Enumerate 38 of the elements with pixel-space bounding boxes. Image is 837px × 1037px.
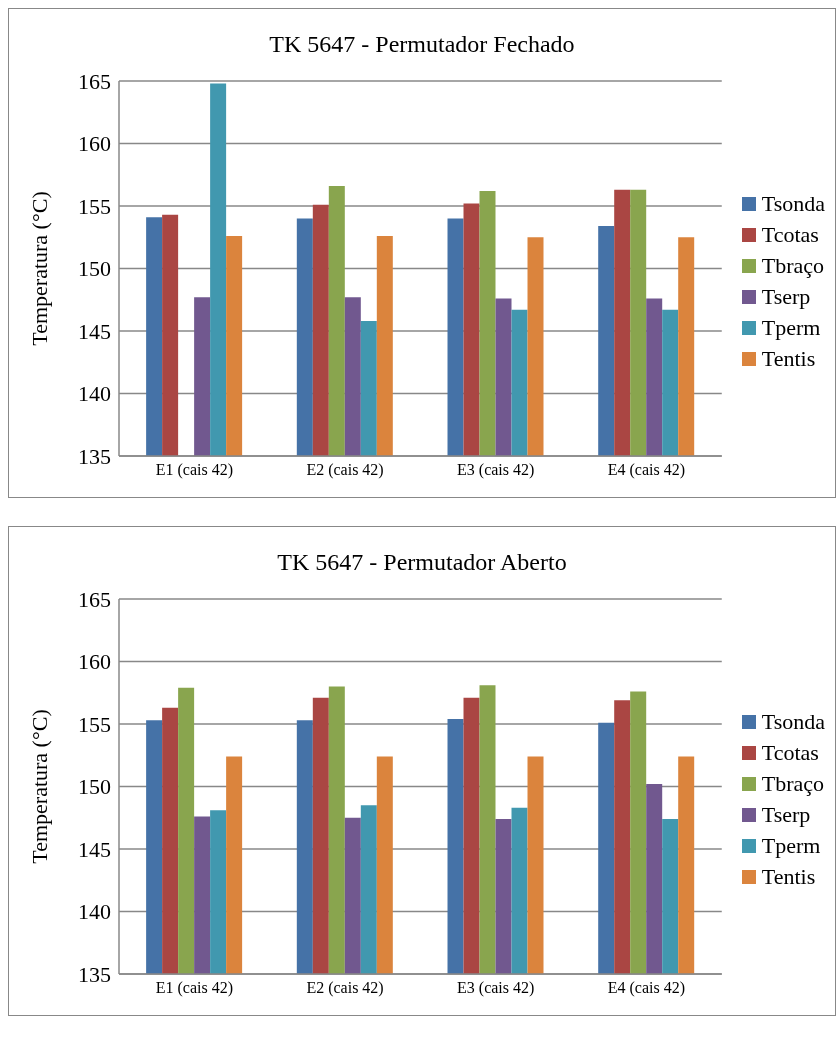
y-tick-label: 165 [78, 586, 111, 612]
x-tick-label: E4 (cais 42) [607, 461, 686, 480]
chart-title: TK 5647 - Permutador Aberto [277, 549, 567, 575]
y-tick-label: 150 [78, 774, 111, 800]
y-axis-title: Temperatura (°C) [26, 709, 52, 864]
legend-label: Tcotas [761, 221, 819, 248]
y-tick-label: 155 [78, 711, 111, 737]
y-tick-label: 140 [78, 381, 111, 407]
y-tick-label: 155 [78, 193, 111, 219]
legend-label: Tperm [761, 314, 821, 341]
x-tick-label: E1 (cais 42) [155, 461, 233, 480]
legend-label: Tentis [761, 863, 816, 890]
x-tick-label: E4 (cais 42) [607, 979, 686, 998]
legend-label: Tbraço [761, 252, 825, 279]
x-tick-label: E3 (cais 42) [457, 979, 535, 998]
y-tick-label: 145 [78, 318, 111, 344]
y-tick-label: 165 [78, 68, 111, 94]
y-tick-label: 135 [78, 443, 111, 469]
legend-label: Tperm [761, 832, 821, 859]
y-tick-label: 140 [78, 899, 111, 925]
chart-title: TK 5647 - Permutador Fechado [269, 31, 575, 57]
y-tick-label: 160 [78, 649, 111, 675]
x-tick-label: E1 (cais 42) [155, 979, 233, 998]
y-tick-label: 145 [78, 836, 111, 862]
x-tick-label: E2 (cais 42) [306, 979, 384, 998]
x-tick-label: E2 (cais 42) [306, 461, 384, 480]
legend-label: Tbraço [761, 770, 825, 797]
legend-label: Tsonda [761, 190, 825, 217]
y-tick-label: 135 [78, 961, 111, 987]
x-tick-label: E3 (cais 42) [457, 461, 535, 480]
legend-label: Tentis [761, 345, 816, 372]
legend-label: Tsonda [761, 708, 825, 735]
y-axis-title: Temperatura (°C) [26, 191, 52, 346]
y-tick-label: 150 [78, 256, 111, 282]
legend-label: Tserp [761, 283, 811, 310]
legend-label: Tcotas [761, 739, 819, 766]
legend-label: Tserp [761, 801, 811, 828]
y-tick-label: 160 [78, 131, 111, 157]
